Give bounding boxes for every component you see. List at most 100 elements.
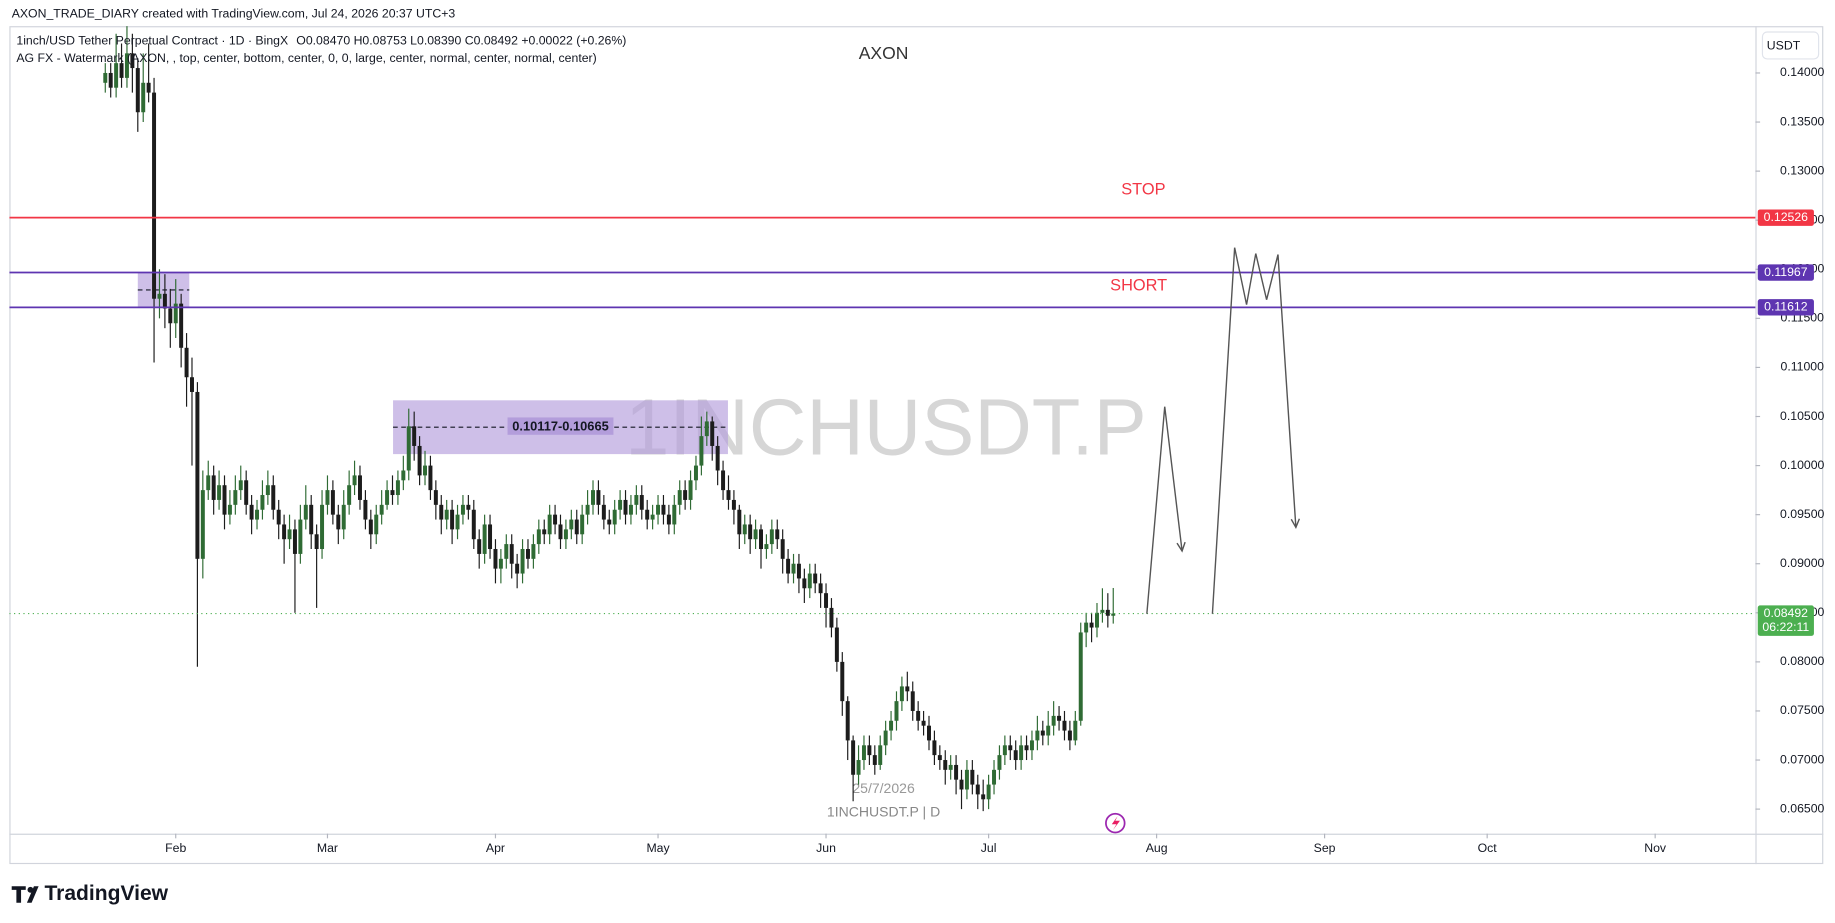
candle-body — [368, 519, 373, 535]
candle-body — [569, 519, 574, 530]
candle-body — [477, 539, 482, 554]
candle-body — [1040, 730, 1045, 736]
last-price-label: 0.08492 — [1764, 606, 1809, 620]
candle-body — [157, 293, 162, 299]
countdown: 06:22:11 — [1762, 620, 1809, 634]
level-label: 0.12526 — [1764, 210, 1809, 224]
candle-body — [244, 480, 249, 505]
candle-body — [585, 504, 590, 515]
candle-body — [124, 53, 129, 78]
candle-body — [748, 524, 753, 540]
candle-body — [1019, 745, 1024, 761]
candle-body — [287, 529, 292, 540]
candle-body — [726, 490, 731, 500]
y-tick-label: 0.13000 — [1780, 163, 1825, 177]
x-tick-label: Aug — [1146, 841, 1168, 855]
x-tick-label: Feb — [165, 841, 186, 855]
candle-body — [563, 529, 568, 540]
candle-body — [1008, 745, 1013, 751]
candle-body — [482, 524, 487, 554]
candle-body — [406, 426, 411, 471]
candle-body — [628, 504, 633, 515]
candle-body — [721, 470, 726, 491]
candle-body — [146, 82, 151, 93]
candle-body — [742, 524, 747, 535]
legend-indicator: AG FX - Watermark (AXON, , top, center, … — [16, 51, 596, 65]
candle-body — [352, 475, 357, 486]
x-tick-label: Sep — [1314, 841, 1336, 855]
candle-body — [439, 504, 444, 520]
zone-label-bg — [507, 417, 614, 435]
candle-body — [666, 514, 671, 525]
candle-body — [130, 53, 135, 69]
event-icon[interactable] — [1105, 812, 1126, 834]
level-label-bg — [1757, 299, 1814, 316]
x-tick-label: Apr — [486, 841, 505, 855]
candle-body — [1111, 613, 1116, 616]
candle-body — [1051, 715, 1056, 726]
candle-body — [428, 465, 433, 491]
watermark-caption: 1INCHUSDT.P | D — [827, 803, 940, 819]
level-label: 0.11967 — [1764, 265, 1808, 279]
candle-body — [856, 760, 861, 775]
chart-frame — [9, 26, 1824, 865]
logo-mark — [11, 886, 39, 903]
candle-body — [119, 63, 124, 78]
candle-body — [851, 740, 856, 775]
candle-body — [357, 475, 362, 500]
candle-body — [1067, 730, 1072, 741]
candle-body — [504, 544, 509, 559]
candle-body — [195, 391, 200, 559]
candle-body — [607, 519, 612, 525]
candle-body — [249, 504, 254, 520]
candle-body — [238, 480, 243, 491]
candle-body — [943, 760, 948, 770]
currency[interactable]: USDT — [1767, 38, 1801, 52]
candle-body — [910, 691, 915, 711]
candle-body — [731, 499, 736, 510]
candle-body — [450, 509, 455, 530]
candle-body — [693, 465, 698, 481]
candle-body — [423, 465, 428, 476]
candle-body — [601, 504, 606, 520]
candle-body — [390, 490, 395, 496]
candle-body — [574, 519, 579, 535]
candle-body — [363, 499, 368, 520]
candle-body — [211, 475, 216, 500]
candle-body — [547, 514, 552, 535]
candle-body — [330, 490, 335, 515]
last-price-bg — [1757, 605, 1814, 636]
candle-body — [986, 784, 991, 800]
candle-body — [282, 524, 287, 540]
candle-body — [905, 686, 910, 692]
currency-button[interactable] — [1761, 31, 1820, 60]
candle-body — [1013, 750, 1018, 761]
x-tick-label: Jul — [981, 841, 997, 855]
candle-body — [292, 529, 297, 554]
candle-body — [580, 514, 585, 535]
candle-body — [493, 549, 498, 569]
candle-body — [656, 504, 661, 515]
x-tick-label: Jun — [816, 841, 836, 855]
candle-body — [303, 504, 308, 520]
stop-label: STOP — [1121, 180, 1165, 198]
y-tick-label: 0.10000 — [1780, 458, 1825, 472]
candle-body — [320, 504, 325, 550]
y-tick-label: 0.09500 — [1780, 507, 1825, 521]
candle-body — [173, 303, 178, 324]
candle-body — [233, 490, 238, 505]
candle-body — [395, 480, 400, 496]
candle-body — [553, 514, 558, 525]
candle-body — [417, 445, 422, 476]
y-tick-label: 0.07500 — [1780, 703, 1825, 717]
candle-body — [639, 495, 644, 510]
projection-path — [1211, 247, 1297, 614]
candle-body — [818, 583, 823, 594]
candle-body — [872, 755, 877, 765]
candle-body — [791, 563, 796, 574]
y-tick-label: 0.10500 — [1780, 409, 1825, 423]
candle-body — [103, 72, 108, 83]
candle-body — [276, 509, 281, 525]
